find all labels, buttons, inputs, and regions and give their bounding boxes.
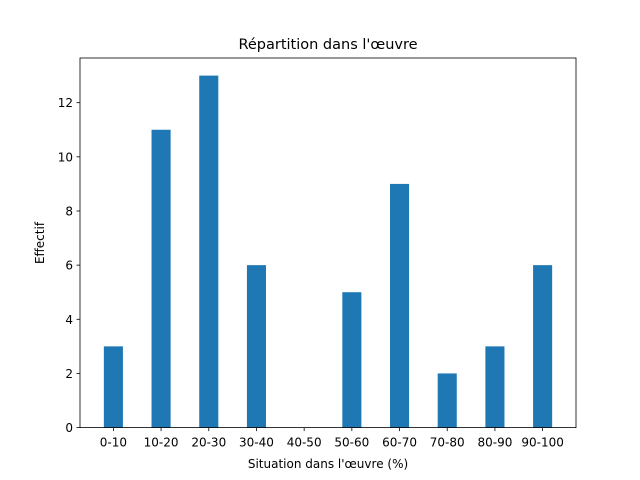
- y-tick-label: 6: [65, 259, 73, 273]
- x-axis: 0-10 10-20 20-30 30-40 40-50 50-60 60-70 70-80 8…: [100, 427, 564, 450]
- plot-frame: [79, 57, 577, 429]
- bars-group: [103, 75, 553, 428]
- x-tick-label: 20-30: [191, 436, 226, 450]
- x-tick-label: 80-90: [477, 436, 512, 450]
- x-tick-label: 50-60: [334, 436, 369, 450]
- bar-0-10: [103, 346, 123, 428]
- x-axis-label: Situation dans l'œuvre (%): [248, 457, 408, 471]
- bar-80-90: [485, 346, 505, 428]
- x-tick-label: 70-80: [430, 436, 465, 450]
- bar-50-60: [342, 292, 362, 428]
- bar-30-40: [246, 265, 266, 428]
- x-tick-label: 90-100: [521, 436, 564, 450]
- x-tick-label: 10-20: [144, 436, 179, 450]
- x-tick-label: 30-40: [239, 436, 274, 450]
- y-axis-label: Effectif: [33, 221, 47, 264]
- y-tick-label: 8: [65, 204, 73, 218]
- y-tick-label: 12: [58, 96, 73, 110]
- y-axis: 0 2 4 6 8 10 12: [58, 96, 80, 435]
- bar-70-80: [437, 373, 457, 428]
- y-tick-label: 4: [65, 313, 73, 327]
- x-tick-label: 40-50: [287, 436, 322, 450]
- bar-60-70: [390, 183, 410, 428]
- y-tick-label: 2: [65, 367, 73, 381]
- x-tick-label: 0-10: [100, 436, 127, 450]
- bar-10-20: [151, 129, 171, 428]
- bar-90-100: [533, 265, 553, 428]
- x-tick-label: 60-70: [382, 436, 417, 450]
- y-tick-label: 10: [58, 150, 73, 164]
- chart-title: Répartition dans l'œuvre: [238, 37, 417, 53]
- y-tick-label: 0: [65, 421, 73, 435]
- bar-20-30: [199, 75, 219, 428]
